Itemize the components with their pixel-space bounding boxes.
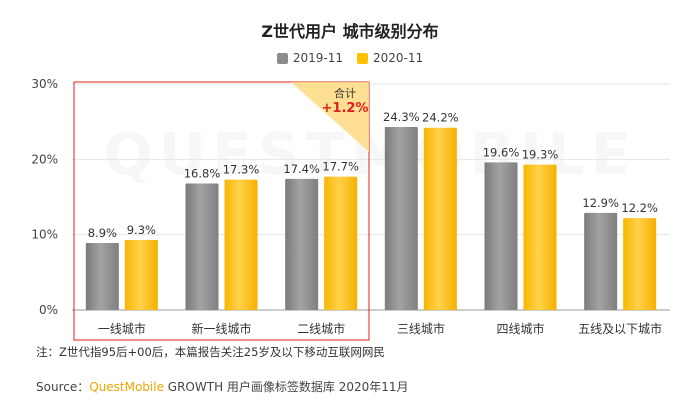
x-tick-label: 三线城市 [397,321,445,336]
bar-2020 [523,164,557,310]
y-tick-label: 30% [31,77,58,91]
source-line: Source：QuestMobile GROWTH 用户画像标签数据库 2020… [36,378,409,395]
data-label: 19.6% [483,145,520,159]
bar-2020 [324,176,358,310]
y-tick-label: 10% [31,228,58,242]
bar-2019 [584,212,618,310]
bar-2020 [224,179,258,310]
bar-2019 [185,183,219,310]
data-label: 8.9% [88,226,117,240]
legend-swatch-2020 [357,52,368,64]
x-tick-label: 新一线城市 [191,321,251,336]
chart-title: Z世代用户 城市级别分布 [261,22,439,41]
source-prefix: Source： [36,380,90,394]
data-label: 24.3% [383,110,420,124]
highlight-total-value: +1.2% [322,101,369,116]
y-tick-label: 0% [39,303,58,317]
bar-2019 [285,178,319,310]
data-label: 17.4% [283,162,320,176]
highlight-corner-triangle [291,82,369,152]
bar-2020 [623,218,657,310]
data-label: 12.2% [621,201,658,215]
bar-2019 [85,242,119,310]
bar-2019 [384,126,418,310]
highlight-total-label: 合计 [334,86,356,100]
legend-label-2020: 2020-11 [373,51,424,65]
source-rest: GROWTH 用户画像标签数据库 2020年11月 [163,380,409,394]
legend-swatch-2019 [276,52,288,64]
x-tick-label: 二线城市 [297,321,345,336]
data-label: 19.3% [522,148,559,162]
footnote: 注：Z世代指95后+00后，本篇报告关注25岁及以下移动互联网网民 [36,345,385,359]
bar-2019 [484,162,518,310]
x-tick-label: 五线及以下城市 [578,321,662,336]
bar-2020 [423,127,457,311]
bar-2020 [124,239,158,310]
highlight-box [73,81,370,341]
data-label: 9.3% [127,223,156,237]
data-label: 16.8% [184,166,221,180]
legend-label-2019: 2019-11 [292,51,343,65]
data-label: 17.7% [322,160,359,174]
legend-item-2019: 2019-11 [276,51,343,65]
data-label: 24.2% [422,111,459,125]
x-tick-label: 一线城市 [98,321,146,336]
legend-item-2020: 2020-11 [357,51,423,65]
data-label: 17.3% [223,163,260,177]
data-label: 12.9% [582,196,619,210]
x-tick-label: 四线城市 [496,321,544,336]
y-tick-label: 20% [31,152,58,166]
legend: 2019-11 2020-11 [0,51,700,65]
source-brand: QuestMobile [89,380,164,394]
